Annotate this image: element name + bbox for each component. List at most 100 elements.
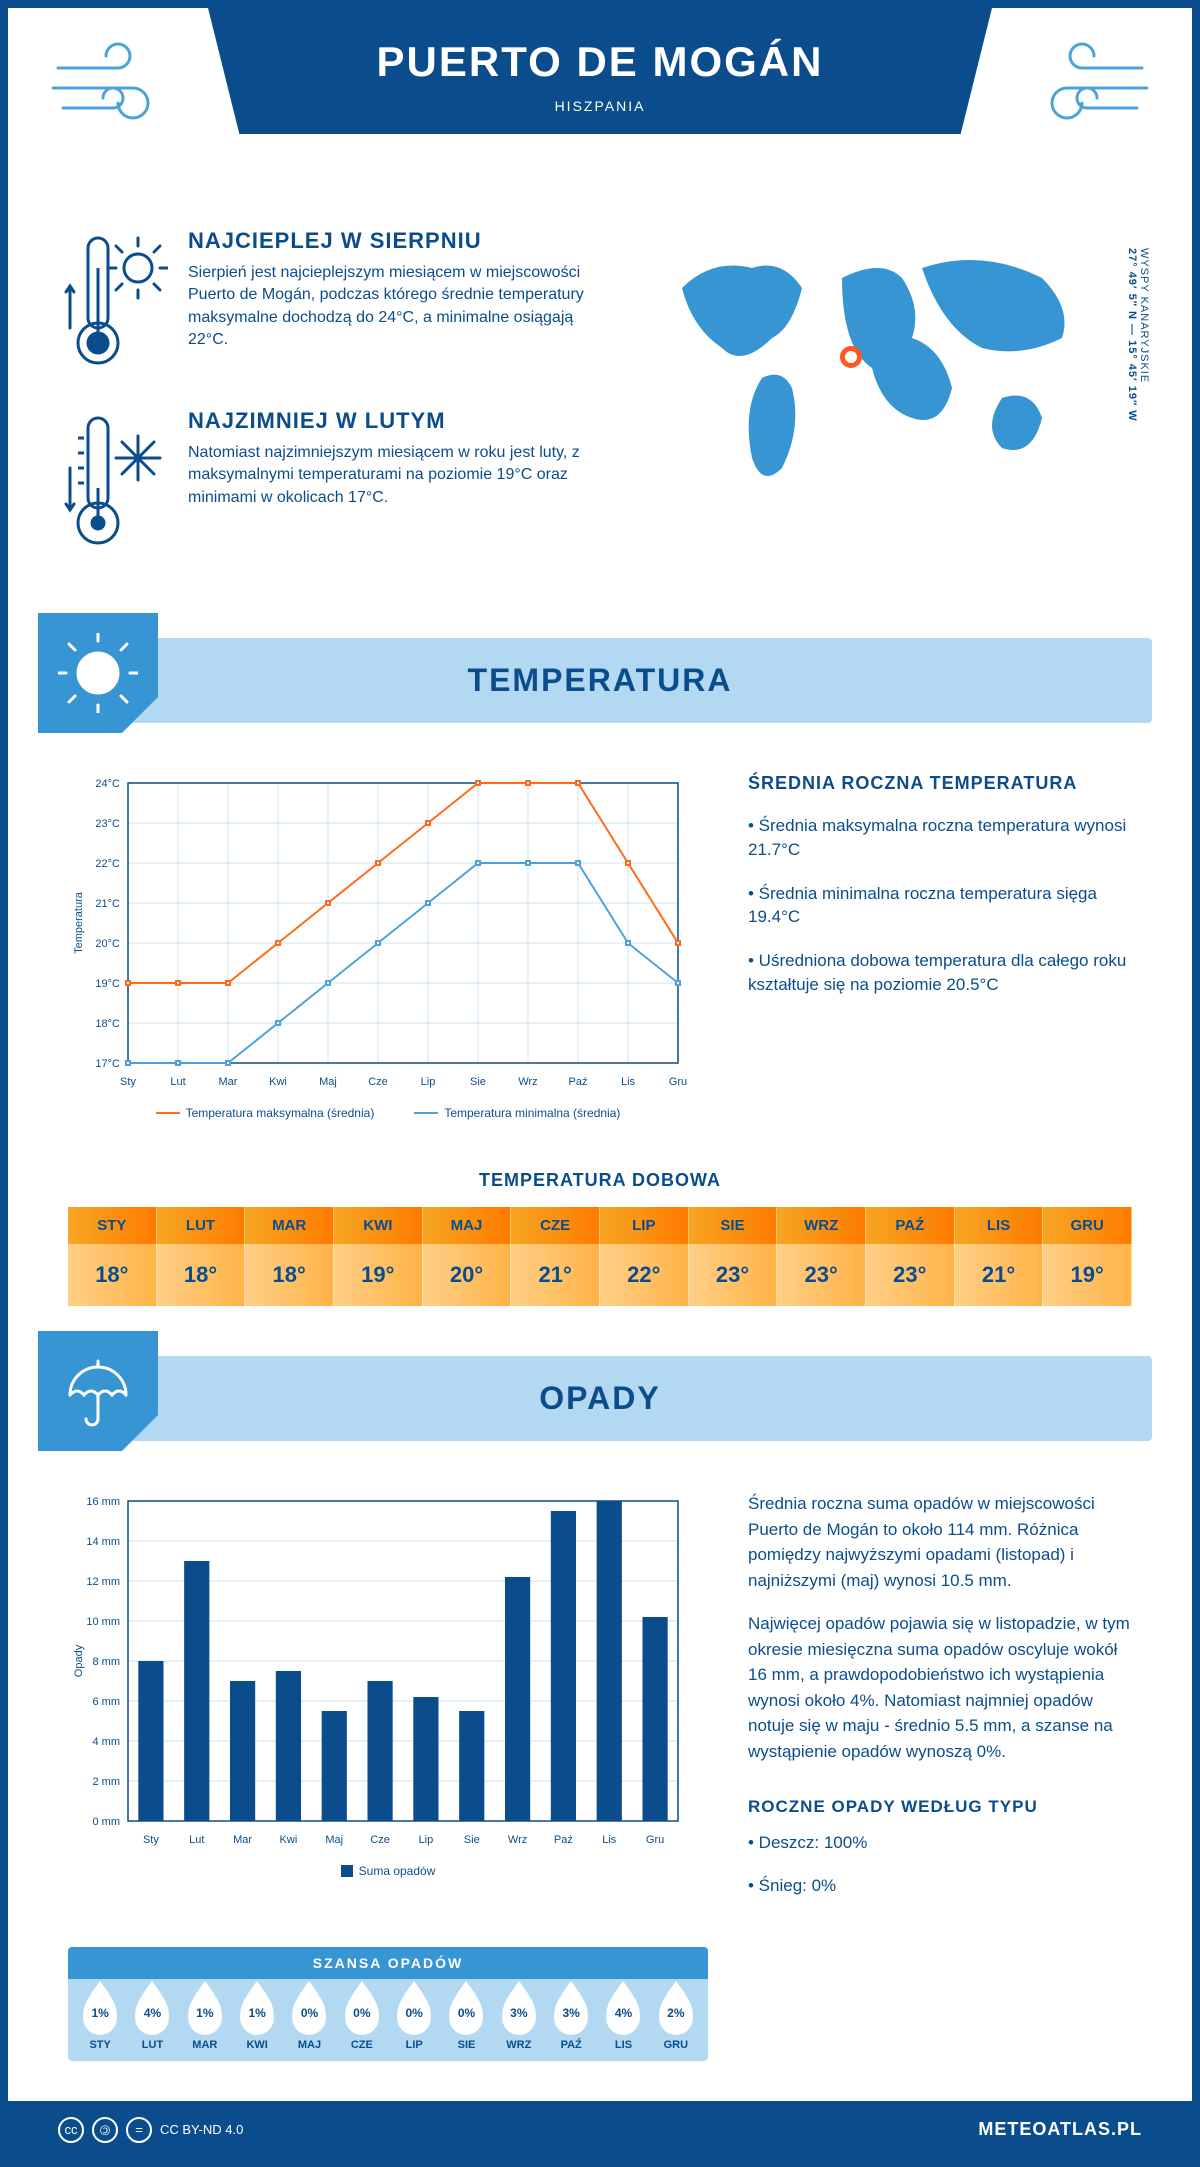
raindrop-icon: 4% bbox=[135, 1991, 169, 2035]
raindrop-icon: 3% bbox=[554, 1991, 588, 2035]
cc-by-icon: 🄯 bbox=[92, 2117, 118, 2143]
header: PUERTO DE MOGÁN HISZPANIA bbox=[8, 8, 1192, 208]
chance-cell: 0%LIP bbox=[388, 1991, 440, 2051]
svg-text:Mar: Mar bbox=[219, 1076, 238, 1088]
hottest-text: Sierpień jest najcieplejszym miesiącem w… bbox=[188, 262, 612, 352]
raindrop-icon: 0% bbox=[449, 1991, 483, 2035]
month-header: LIS bbox=[955, 1207, 1044, 1244]
chance-month: STY bbox=[74, 2039, 126, 2051]
sun-icon bbox=[38, 613, 158, 733]
hottest-title: NAJCIEPLEJ W SIERPNIU bbox=[188, 228, 612, 254]
svg-text:2 mm: 2 mm bbox=[93, 1776, 121, 1788]
rain-banner: OPADY bbox=[48, 1356, 1152, 1441]
svg-text:Gru: Gru bbox=[669, 1076, 687, 1088]
chance-month: GRU bbox=[650, 2039, 702, 2051]
chance-month: LUT bbox=[126, 2039, 178, 2051]
hottest-block: NAJCIEPLEJ W SIERPNIU Sierpień jest najc… bbox=[58, 228, 612, 378]
raindrop-icon: 1% bbox=[83, 1991, 117, 2035]
rain-type-line: • Deszcz: 100% bbox=[748, 1830, 1132, 1856]
month-header: STY bbox=[68, 1207, 157, 1244]
chance-cell: 0% CZE bbox=[336, 1991, 388, 2051]
coordinates-label: WYSPY KANARYJSKIE 27° 49′ 5″ N — 15° 45′… bbox=[1126, 248, 1150, 422]
raindrop-icon: 2% bbox=[659, 1991, 693, 2035]
daily-temp-cell: 20° bbox=[423, 1244, 512, 1306]
daily-temp-cell: 23° bbox=[689, 1244, 778, 1306]
raindrop-icon: 4% bbox=[606, 1991, 640, 2035]
license-text: CC BY-ND 4.0 bbox=[160, 2122, 243, 2137]
daily-temp-cell: 23° bbox=[777, 1244, 866, 1306]
svg-text:8 mm: 8 mm bbox=[93, 1656, 121, 1668]
raindrop-icon: 0% bbox=[345, 1991, 379, 2035]
svg-text:22°C: 22°C bbox=[95, 858, 120, 870]
month-header: CZE bbox=[511, 1207, 600, 1244]
svg-text:6 mm: 6 mm bbox=[93, 1696, 121, 1708]
cc-nd-icon: = bbox=[126, 2117, 152, 2143]
month-header: MAJ bbox=[423, 1207, 512, 1244]
temp-bullet: • Średnia minimalna roczna temperatura s… bbox=[748, 882, 1132, 930]
month-header: SIE bbox=[689, 1207, 778, 1244]
temp-bullet: • Średnia maksymalna roczna temperatura … bbox=[748, 814, 1132, 862]
chance-month: MAJ bbox=[283, 2039, 335, 2051]
chance-month: LIP bbox=[388, 2039, 440, 2051]
month-header: WRZ bbox=[777, 1207, 866, 1244]
daily-temp-cell: 18° bbox=[157, 1244, 246, 1306]
daily-temp-cell: 19° bbox=[1043, 1244, 1132, 1306]
chance-cell: 1% MAR bbox=[179, 1991, 231, 2051]
svg-text:Maj: Maj bbox=[325, 1834, 343, 1846]
svg-text:Lis: Lis bbox=[621, 1076, 636, 1088]
cc-icon: cc bbox=[58, 2117, 84, 2143]
wind-icon bbox=[1032, 38, 1152, 152]
svg-text:12 mm: 12 mm bbox=[86, 1576, 120, 1588]
chance-month: WRZ bbox=[493, 2039, 545, 2051]
temp-bullet: • Uśredniona dobowa temperatura dla całe… bbox=[748, 949, 1132, 997]
svg-text:Mar: Mar bbox=[233, 1834, 252, 1846]
svg-text:Wrz: Wrz bbox=[508, 1834, 527, 1846]
svg-text:Kwi: Kwi bbox=[269, 1076, 287, 1088]
daily-temp-cell: 22° bbox=[600, 1244, 689, 1306]
license-badge: cc 🄯 = CC BY-ND 4.0 bbox=[58, 2117, 243, 2143]
rain-legend: Suma opadów bbox=[68, 1864, 708, 1878]
raindrop-icon: 0% bbox=[292, 1991, 326, 2035]
rain-paragraph: Najwięcej opadów pojawia się w listopadz… bbox=[748, 1611, 1132, 1764]
chance-month: MAR bbox=[179, 2039, 231, 2051]
svg-text:Maj: Maj bbox=[319, 1076, 337, 1088]
chance-cell: 1% STY bbox=[74, 1991, 126, 2051]
temperature-banner: TEMPERATURA bbox=[48, 638, 1152, 723]
svg-text:21°C: 21°C bbox=[95, 898, 120, 910]
svg-text:17°C: 17°C bbox=[95, 1058, 120, 1070]
month-header: KWI bbox=[334, 1207, 423, 1244]
avg-temp-title: ŚREDNIA ROCZNA TEMPERATURA bbox=[748, 773, 1132, 794]
svg-text:Opady: Opady bbox=[73, 1644, 85, 1677]
chance-month: LIS bbox=[597, 2039, 649, 2051]
chance-cell: 2% GRU bbox=[650, 1991, 702, 2051]
svg-text:Cze: Cze bbox=[370, 1834, 390, 1846]
svg-text:Gru: Gru bbox=[646, 1834, 664, 1846]
page-title: PUERTO DE MOGÁN bbox=[208, 38, 992, 86]
svg-text:Lut: Lut bbox=[189, 1834, 204, 1846]
rain-paragraph: Średnia roczna suma opadów w miejscowośc… bbox=[748, 1491, 1132, 1593]
raindrop-icon: 1% bbox=[188, 1991, 222, 2035]
svg-text:10 mm: 10 mm bbox=[86, 1616, 120, 1628]
coldest-block: NAJZIMNIEJ W LUTYM Natomiast najzimniejs… bbox=[58, 408, 612, 558]
chance-month: CZE bbox=[336, 2039, 388, 2051]
svg-text:14 mm: 14 mm bbox=[86, 1536, 120, 1548]
thermometer-cold-icon bbox=[58, 408, 168, 558]
svg-text:0 mm: 0 mm bbox=[93, 1816, 121, 1828]
svg-text:18°C: 18°C bbox=[95, 1018, 120, 1030]
chance-month: KWI bbox=[231, 2039, 283, 2051]
svg-text:Temperatura: Temperatura bbox=[73, 891, 85, 954]
svg-text:Sie: Sie bbox=[464, 1834, 480, 1846]
temperature-line-chart: 17°C18°C19°C20°C21°C22°C23°C24°CStyLutMa… bbox=[68, 773, 708, 1120]
svg-text:Cze: Cze bbox=[368, 1076, 388, 1088]
chance-cell: 3%WRZ bbox=[493, 1991, 545, 2051]
month-header: PAŹ bbox=[866, 1207, 955, 1244]
daily-temp-table: STYLUTMARKWIMAJCZELIPSIEWRZPAŹLISGRU18°1… bbox=[68, 1207, 1132, 1306]
world-map: WYSPY KANARYJSKIE 27° 49′ 5″ N — 15° 45′… bbox=[642, 228, 1142, 588]
site-name: METEOATLAS.PL bbox=[978, 2119, 1142, 2140]
daily-temp-cell: 23° bbox=[866, 1244, 955, 1306]
umbrella-icon bbox=[38, 1331, 158, 1451]
svg-text:24°C: 24°C bbox=[95, 778, 120, 790]
chance-month: SIE bbox=[440, 2039, 492, 2051]
chance-cell: 0% MAJ bbox=[283, 1991, 335, 2051]
daily-temp-cell: 18° bbox=[68, 1244, 157, 1306]
